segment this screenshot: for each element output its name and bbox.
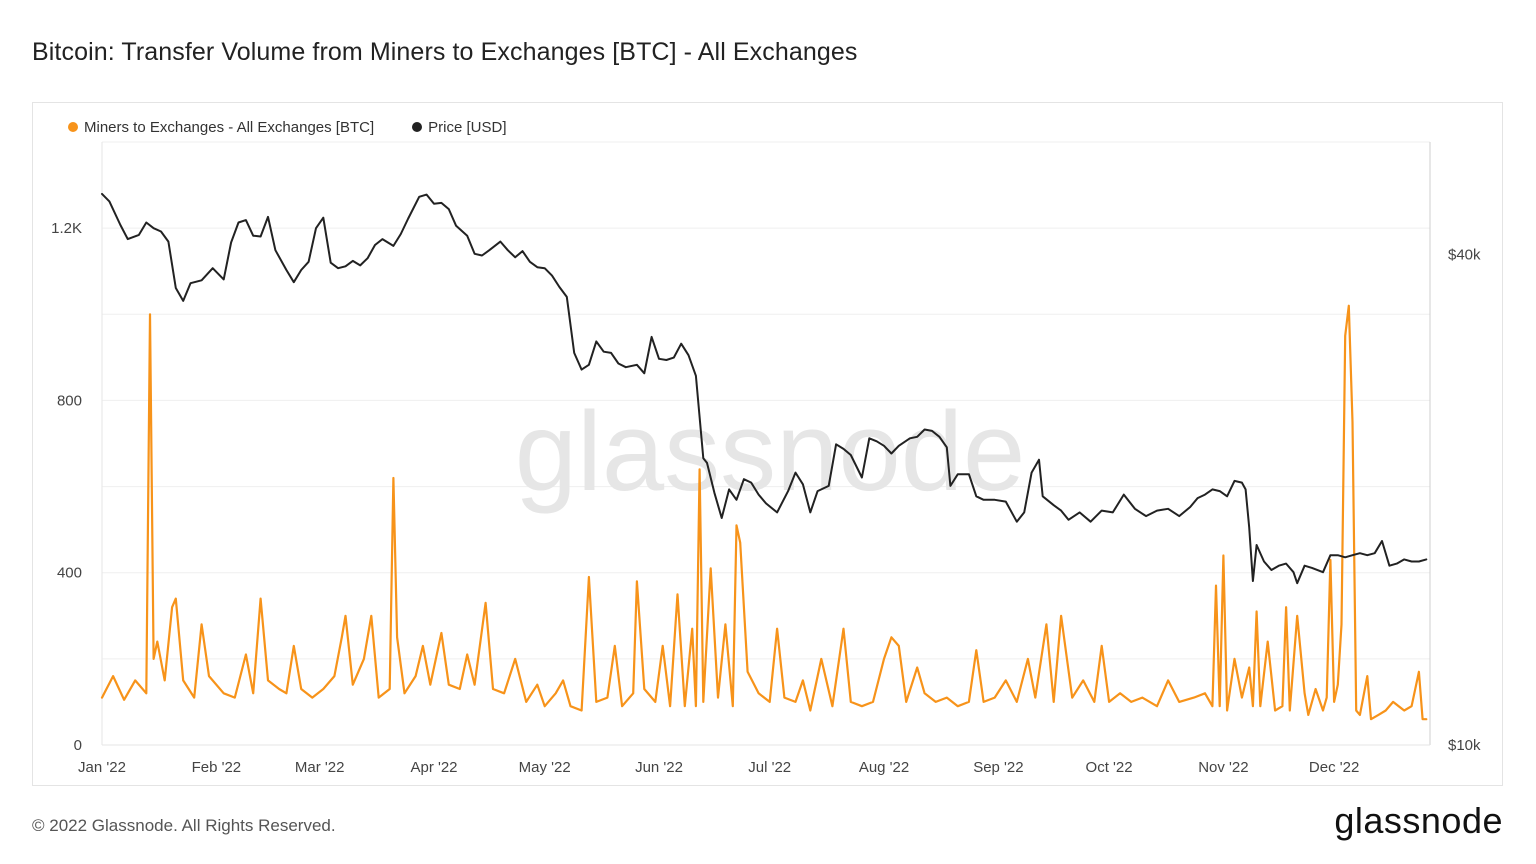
legend-dot-miners (68, 122, 78, 132)
price-usd-line (101, 192, 1428, 585)
page-title: Bitcoin: Transfer Volume from Miners to … (32, 38, 858, 66)
y-left-tick-label: 800 (57, 392, 82, 409)
x-tick-label: Jan '22 (78, 759, 126, 776)
x-tick-label: Jul '22 (748, 759, 791, 776)
x-tick-label: Sep '22 (973, 759, 1023, 776)
x-tick-label: Aug '22 (859, 759, 909, 776)
x-tick-label: Nov '22 (1198, 759, 1248, 776)
grid-layer (101, 141, 1431, 746)
legend-label-miners: Miners to Exchanges - All Exchanges [BTC… (84, 118, 375, 136)
chart-legend: Miners to Exchanges - All Exchanges [BTC… (68, 117, 507, 137)
x-tick-label: May '22 (519, 759, 571, 776)
series-layer (100, 192, 1428, 721)
footer-copyright: © 2022 Glassnode. All Rights Reserved. (32, 816, 336, 835)
legend-item-price[interactable]: Price [USD] (412, 118, 507, 136)
x-tick-label: Jun '22 (635, 759, 683, 776)
y-right-tick-label: $10k (1448, 737, 1481, 754)
legend-label-price: Price [USD] (428, 118, 507, 136)
axis-layer: 0 400 800 1.2K $10k $40k Jan '22 Feb '22 Mar '22… (51, 220, 1481, 776)
miners-to-exchanges-line (100, 304, 1428, 721)
x-tick-label: Mar '22 (295, 759, 345, 776)
legend-dot-price (412, 122, 423, 132)
x-tick-label: Apr '22 (410, 759, 457, 776)
y-left-tick-label: 1.2K (51, 220, 82, 237)
glassnode-logo[interactable]: glassnode (1334, 800, 1503, 841)
chart-frame (32, 102, 1503, 786)
y-left-tick-label: 400 (57, 565, 82, 582)
x-tick-label: Dec '22 (1309, 759, 1359, 776)
legend-item-miners[interactable]: Miners to Exchanges - All Exchanges [BTC… (68, 119, 374, 136)
x-tick-label: Feb '22 (192, 759, 242, 776)
x-tick-label: Oct '22 (1086, 759, 1133, 776)
chart-watermark: glassnode (515, 389, 1026, 514)
y-left-tick-label: 0 (74, 737, 82, 754)
y-right-tick-label: $40k (1448, 247, 1481, 264)
